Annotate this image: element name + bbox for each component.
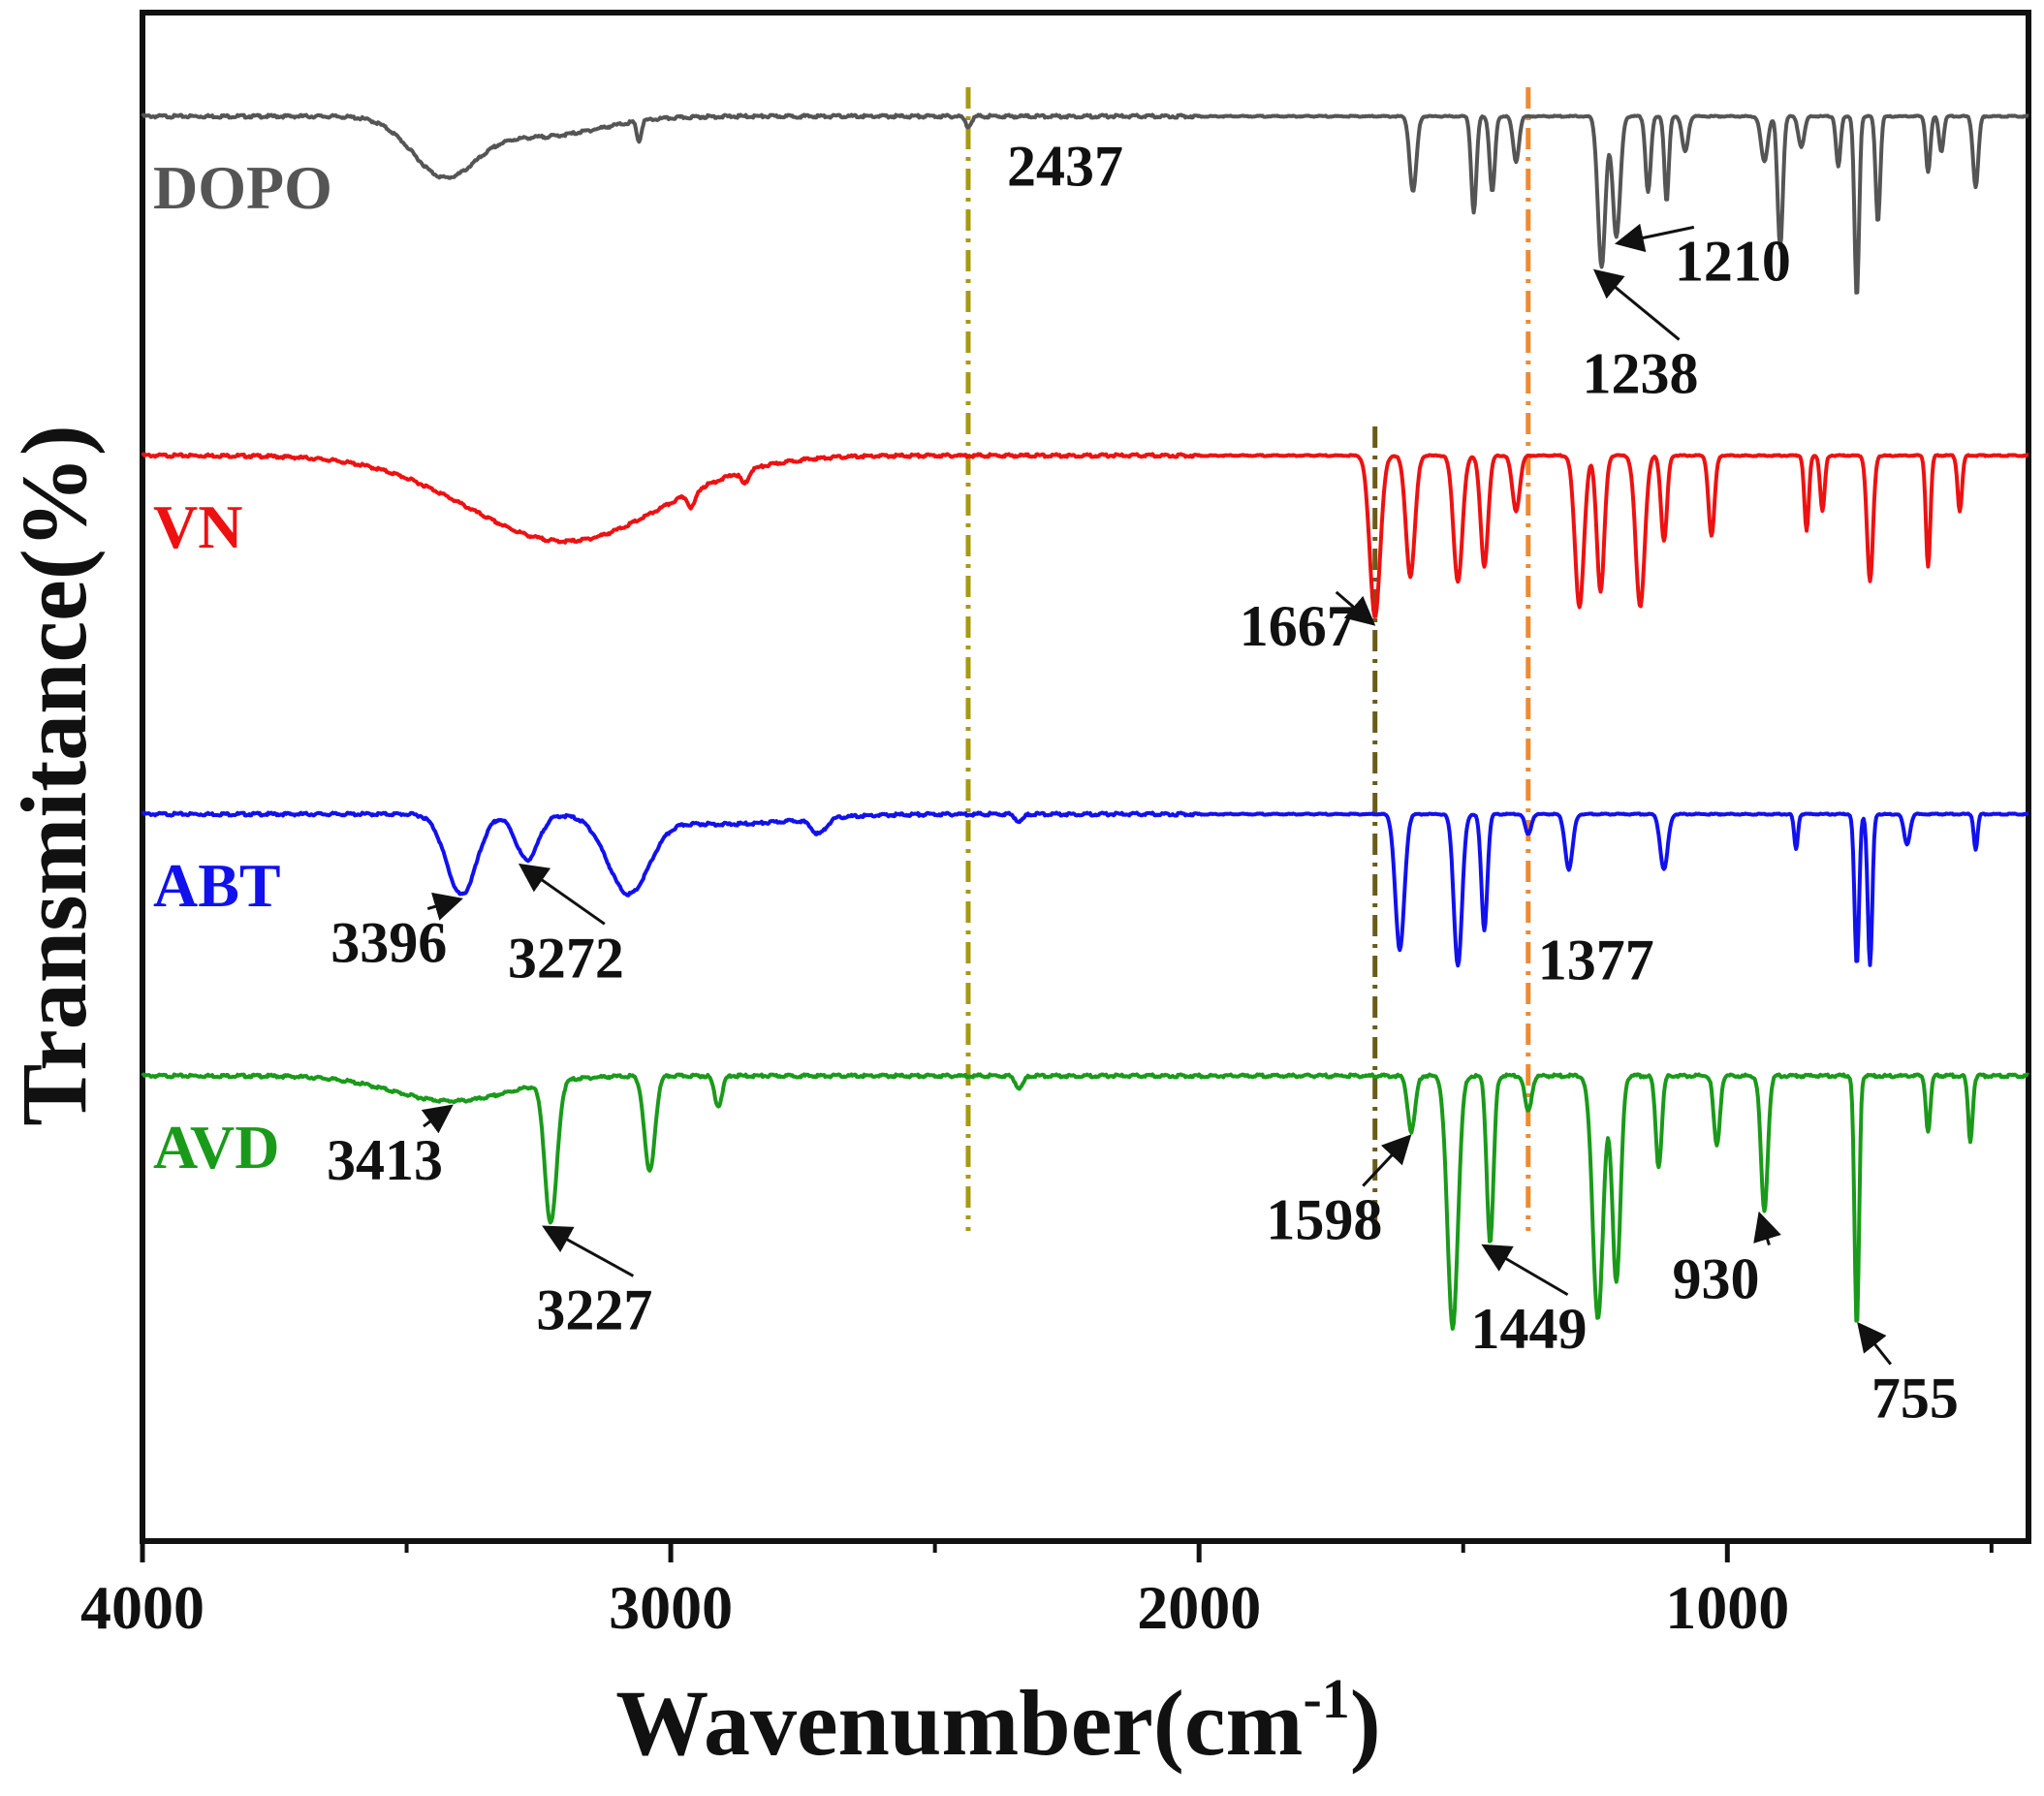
peak-label-1377: 1377 <box>1538 928 1654 992</box>
peak-label-1238: 1238 <box>1583 341 1699 405</box>
peak-arrow-930 <box>1753 1211 1781 1245</box>
series-group: DOPO VN ABT AVD <box>141 112 2029 1331</box>
peak-label-1210: 1210 <box>1675 229 1791 293</box>
peak-label-755: 755 <box>1871 1367 1959 1431</box>
x-axis-title-sup: -1 <box>1303 1667 1349 1730</box>
x-axis-title-close: ) <box>1350 1671 1381 1775</box>
series-label-vn: VN <box>153 492 242 561</box>
peak-arrow-1210 <box>1614 223 1695 253</box>
peak-label-2437: 2437 <box>1007 135 1123 199</box>
x-tick-label-1000: 1000 <box>1665 1573 1789 1642</box>
series-line-avd <box>141 1072 2029 1331</box>
peak-arrow-3227 <box>542 1225 635 1277</box>
peak-label-930: 930 <box>1672 1247 1759 1311</box>
x-tick-label-2000: 2000 <box>1137 1573 1261 1642</box>
x-tick-label-4000: 4000 <box>80 1573 204 1642</box>
x-axis-title-main: Wavenumber(cm <box>615 1671 1303 1775</box>
x-axis: 4000 3000 2000 1000 <box>80 1541 1994 1642</box>
reference-lines <box>965 87 1531 1231</box>
peak-arrow-1449 <box>1481 1244 1569 1297</box>
annotations-group: 2437 1210 1238 1667 3396 3272 1377 3413 3227 1598… <box>327 135 1959 1431</box>
peak-label-1667: 1667 <box>1240 594 1356 658</box>
series-label-dopo: DOPO <box>153 153 332 222</box>
series-label-avd: AVD <box>153 1113 279 1182</box>
peak-arrow-3396 <box>426 892 464 921</box>
peak-label-3396: 3396 <box>330 911 447 975</box>
peak-label-3272: 3272 <box>508 926 624 990</box>
series-line-vn <box>141 452 2029 618</box>
peak-label-3227: 3227 <box>536 1277 652 1341</box>
series-line-abt <box>141 810 2029 968</box>
peak-arrow-755 <box>1857 1321 1893 1366</box>
peak-arrow-3272 <box>518 863 606 926</box>
peak-label-1598: 1598 <box>1266 1188 1382 1252</box>
peak-arrow-1667 <box>1335 590 1376 626</box>
peak-label-3413: 3413 <box>327 1128 443 1192</box>
x-tick-label-3000: 3000 <box>609 1573 733 1642</box>
peak-arrow-3413 <box>421 1104 454 1134</box>
series-line-dopo <box>141 112 2029 295</box>
plot-frame <box>140 10 2031 1544</box>
y-axis-title: Transmitance(%) <box>2 425 106 1125</box>
series-label-abt: ABT <box>153 851 281 920</box>
peak-arrow-1598 <box>1362 1134 1412 1187</box>
peak-label-1449: 1449 <box>1471 1297 1588 1361</box>
peak-arrow-1238 <box>1592 268 1681 341</box>
x-axis-title: Wavenumber(cm-1) <box>615 1667 1381 1775</box>
